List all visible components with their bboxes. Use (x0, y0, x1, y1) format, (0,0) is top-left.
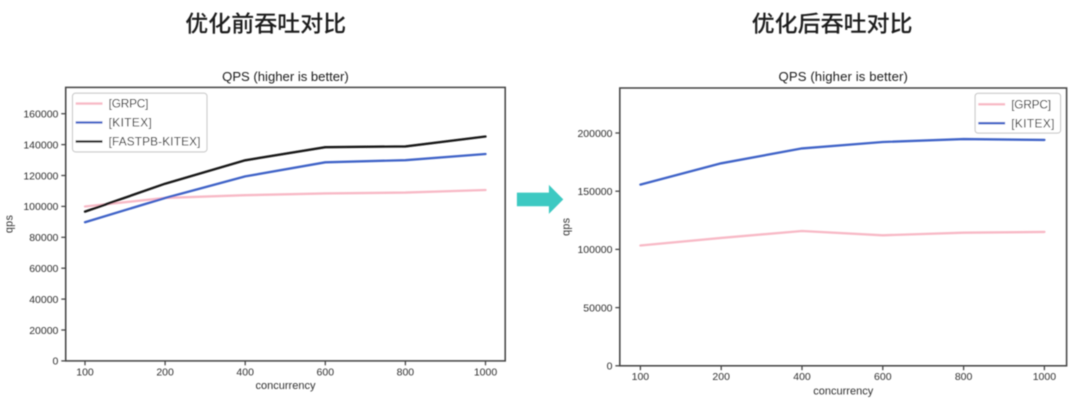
svg-text:600: 600 (317, 367, 335, 379)
svg-text:qps: qps (4, 215, 16, 234)
svg-text:60000: 60000 (29, 263, 58, 275)
svg-text:800: 800 (955, 371, 973, 383)
svg-text:120000: 120000 (23, 170, 58, 182)
svg-text:50000: 50000 (583, 302, 612, 314)
svg-text:400: 400 (236, 367, 254, 379)
svg-text:160000: 160000 (23, 109, 58, 121)
svg-text:[GRPC]: [GRPC] (109, 97, 149, 111)
svg-text:140000: 140000 (23, 139, 58, 151)
svg-text:QPS (higher is better): QPS (higher is better) (222, 69, 349, 84)
svg-text:qps: qps (561, 217, 573, 236)
svg-text:[KITEX]: [KITEX] (109, 116, 152, 130)
svg-text:1000: 1000 (1033, 371, 1057, 383)
svg-text:800: 800 (397, 367, 415, 379)
svg-text:150000: 150000 (577, 186, 612, 198)
svg-text:concurrency: concurrency (813, 385, 874, 397)
svg-text:400: 400 (793, 371, 811, 383)
svg-text:200: 200 (156, 367, 174, 379)
svg-text:600: 600 (874, 371, 892, 383)
svg-text:100000: 100000 (23, 201, 58, 213)
svg-text:QPS (higher is better): QPS (higher is better) (779, 69, 908, 84)
svg-text:100: 100 (632, 371, 650, 383)
svg-text:0: 0 (607, 361, 613, 373)
svg-text:concurrency: concurrency (255, 380, 316, 392)
svg-text:[FASTPB-KITEX]: [FASTPB-KITEX] (109, 135, 201, 149)
svg-text:200000: 200000 (577, 128, 612, 140)
svg-text:100: 100 (76, 367, 94, 379)
svg-text:1000: 1000 (474, 367, 498, 379)
svg-text:20000: 20000 (29, 325, 58, 337)
svg-text:200: 200 (712, 371, 730, 383)
svg-text:40000: 40000 (29, 294, 58, 306)
svg-text:0: 0 (53, 356, 59, 368)
svg-text:100000: 100000 (577, 244, 612, 256)
svg-text:[GRPC]: [GRPC] (1011, 97, 1051, 111)
svg-text:[KITEX]: [KITEX] (1011, 116, 1054, 130)
svg-text:80000: 80000 (29, 232, 58, 244)
